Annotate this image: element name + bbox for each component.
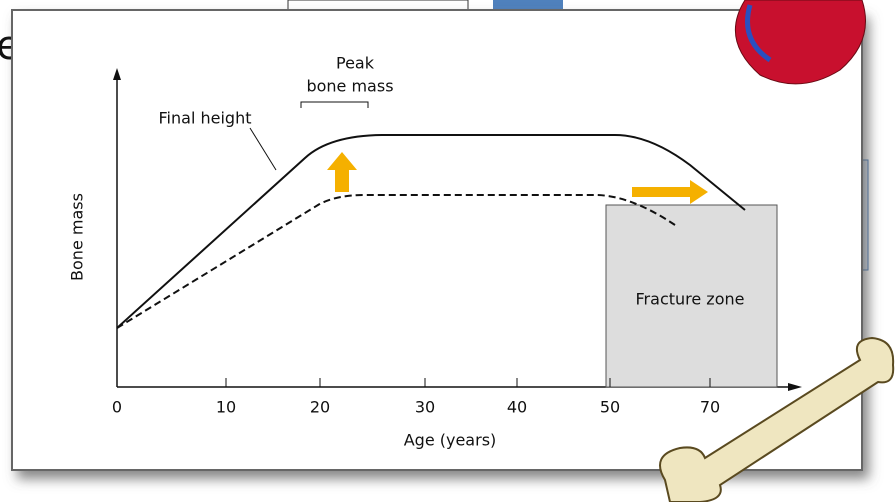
slide: e Peak bone mass Final height Fracture z… (0, 0, 895, 502)
x-tick-label: 70 (700, 398, 720, 417)
x-tick-label: 30 (415, 398, 435, 417)
x-label: Age (years) (404, 431, 497, 450)
peak-label: bone mass (306, 77, 393, 96)
x-tick-label: 40 (507, 398, 527, 417)
x-tick-label: 50 (600, 398, 620, 417)
final-height-label: Final height (159, 109, 252, 128)
x-tick-label: 10 (216, 398, 236, 417)
figure-card: Peak bone mass Final height Fracture zon… (12, 10, 862, 470)
zone-label: Fracture zone (636, 290, 745, 309)
x-tick-label: 20 (310, 398, 330, 417)
peak-label: Peak (336, 54, 375, 73)
x-tick-label: 0 (112, 398, 122, 417)
y-label: Bone mass (68, 193, 87, 281)
